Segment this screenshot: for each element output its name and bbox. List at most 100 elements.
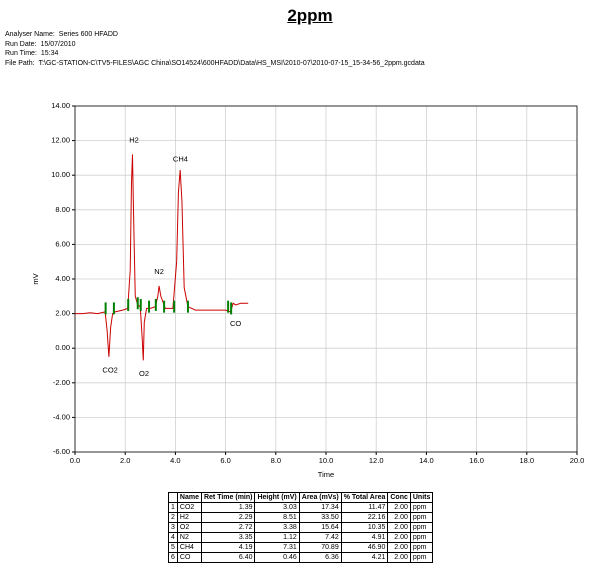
plot-frame bbox=[74, 105, 578, 453]
table-cell: H2 bbox=[176, 512, 202, 523]
x-tick-label: 6.0 bbox=[220, 456, 230, 465]
table-cell: 1 bbox=[168, 502, 178, 513]
table-cell: 4.91 bbox=[340, 532, 389, 543]
table-cell: 1.39 bbox=[200, 502, 256, 513]
y-tick-label: 2.00 bbox=[55, 309, 70, 318]
y-tick-label: -6.00 bbox=[53, 447, 70, 456]
peak-label: CO2 bbox=[102, 366, 117, 375]
table-cell: 3 bbox=[168, 522, 178, 533]
table-cell: 6 bbox=[168, 552, 178, 563]
x-tick-label: 8.0 bbox=[271, 456, 281, 465]
table-cell: 11.47 bbox=[340, 502, 389, 513]
info-row: Run Date: 15/07/2010 bbox=[5, 40, 425, 50]
table-cell: ppm bbox=[409, 552, 434, 563]
y-tick-label: 6.00 bbox=[55, 239, 70, 248]
run-info: Analyser Name: Series 600 HFADD Run Date: 1… bbox=[5, 30, 425, 68]
peak-label: CH4 bbox=[173, 155, 188, 164]
trace bbox=[75, 154, 249, 361]
header-row: Name Ret Time (min) Height (mV) Area (mVs)%… bbox=[168, 492, 434, 503]
info-value: T:\GC-STATION-C\TV5-FILES\AGC China\SO14… bbox=[38, 59, 425, 67]
info-label: Run Time: bbox=[5, 50, 37, 57]
column-header bbox=[168, 492, 178, 503]
table-cell: 3.35 bbox=[200, 532, 256, 543]
x-axis-label: Time bbox=[318, 470, 334, 479]
info-row: Run Time: 15:34 bbox=[5, 49, 425, 59]
table-cell: 2.00 bbox=[387, 542, 411, 553]
info-label: File Path: bbox=[5, 59, 35, 67]
y-tick-label: -2.00 bbox=[53, 378, 70, 387]
table-cell: 4.19 bbox=[200, 542, 256, 553]
table-cell: ppm bbox=[409, 532, 434, 543]
table-cell: 4.21 bbox=[340, 552, 389, 563]
table-cell: ppm bbox=[409, 512, 434, 523]
y-tick-label: 4.00 bbox=[55, 274, 70, 283]
info-value: Series 600 HFADD bbox=[58, 31, 118, 38]
table-cell: 2 bbox=[168, 512, 178, 523]
column-header: Name bbox=[176, 492, 202, 503]
table-row: 6 CO 6.40 0.46 6.36 4.21 2.00 ppm bbox=[168, 552, 434, 563]
x-tick-label: 16.0 bbox=[469, 456, 484, 465]
x-tick-label: 20.0 bbox=[570, 456, 585, 465]
x-tick-label: 10.0 bbox=[319, 456, 334, 465]
table-cell: 5 bbox=[168, 542, 178, 553]
table-cell: 70.89 bbox=[298, 542, 342, 553]
x-tick-label: 4.0 bbox=[170, 456, 180, 465]
x-tick-label: 18.0 bbox=[519, 456, 534, 465]
table-cell: 7.31 bbox=[254, 542, 300, 553]
results-table: Name Ret Time (min) Height (mV) Area (mVs)%… bbox=[168, 492, 434, 563]
info-label: Run Date: bbox=[5, 40, 37, 48]
table-row: 5 CH4 4.19 7.31 70.89 46.90 2.00 ppm bbox=[168, 542, 434, 553]
table-cell: 2.00 bbox=[387, 502, 411, 513]
table-cell: 0.46 bbox=[254, 552, 300, 563]
column-header: Conc bbox=[387, 492, 411, 503]
y-tick-label: -4.00 bbox=[53, 412, 70, 421]
y-tick-label: 10.00 bbox=[51, 170, 70, 179]
table-cell: ppm bbox=[409, 522, 434, 533]
table-cell: 2.00 bbox=[387, 512, 411, 523]
peak-label: CO bbox=[230, 319, 241, 328]
table-cell: 33.50 bbox=[298, 512, 342, 523]
column-header: Ret Time (min) bbox=[200, 492, 256, 503]
x-tick-label: 0.0 bbox=[70, 456, 80, 465]
column-header: Units bbox=[409, 492, 434, 503]
table-row: 1 CO2 1.39 3.03 17.34 11.47 2.00 ppm bbox=[168, 502, 434, 513]
table-cell: 2.00 bbox=[387, 532, 411, 543]
table-cell: CH4 bbox=[176, 542, 202, 553]
table-cell: CO bbox=[176, 552, 202, 563]
y-tick-label: 12.00 bbox=[51, 136, 70, 145]
table-cell: ppm bbox=[409, 542, 434, 553]
table-cell: CO2 bbox=[176, 502, 202, 513]
report-title: 2ppm bbox=[287, 6, 333, 25]
table-cell: 22.16 bbox=[340, 512, 389, 523]
y-tick-label: 0.00 bbox=[55, 343, 70, 352]
peak-label: O2 bbox=[139, 369, 149, 378]
table-cell: 4 bbox=[168, 532, 178, 543]
column-header: Height (mV) bbox=[254, 492, 300, 503]
peak-label: N2 bbox=[154, 267, 164, 276]
y-tick-label: 14.00 bbox=[51, 101, 70, 110]
info-value: 15/07/2010 bbox=[40, 40, 76, 48]
table-cell: 6.40 bbox=[200, 552, 256, 563]
table-cell: 3.38 bbox=[254, 522, 300, 533]
column-header: % Total Area bbox=[340, 492, 389, 503]
table-cell: 2.72 bbox=[200, 522, 256, 533]
info-value: 15:34 bbox=[40, 50, 59, 57]
info-row: Analyser Name: Series 600 HFADD bbox=[5, 30, 425, 40]
table-cell: 2.00 bbox=[387, 522, 411, 533]
table-cell: 6.36 bbox=[298, 552, 342, 563]
chart: -6.00-4.00-2.000.002.004.006.008.0010.00… bbox=[31, 101, 585, 479]
table-row: 4 N2 3.35 1.12 7.42 4.91 2.00 ppm bbox=[168, 532, 434, 543]
table-cell: 15.64 bbox=[298, 522, 342, 533]
column-header: Area (mVs) bbox=[298, 492, 342, 503]
table-cell: 2.29 bbox=[200, 512, 256, 523]
table-cell: 46.90 bbox=[340, 542, 389, 553]
table-cell: O2 bbox=[176, 522, 202, 533]
x-tick-label: 2.0 bbox=[120, 456, 130, 465]
y-axis-label: mV bbox=[31, 273, 40, 284]
table-cell: 8.51 bbox=[254, 512, 300, 523]
table-cell: 2.00 bbox=[387, 552, 411, 563]
table-cell: N2 bbox=[176, 532, 202, 543]
table-cell: 1.12 bbox=[254, 532, 300, 543]
table-cell: 10.35 bbox=[340, 522, 389, 533]
